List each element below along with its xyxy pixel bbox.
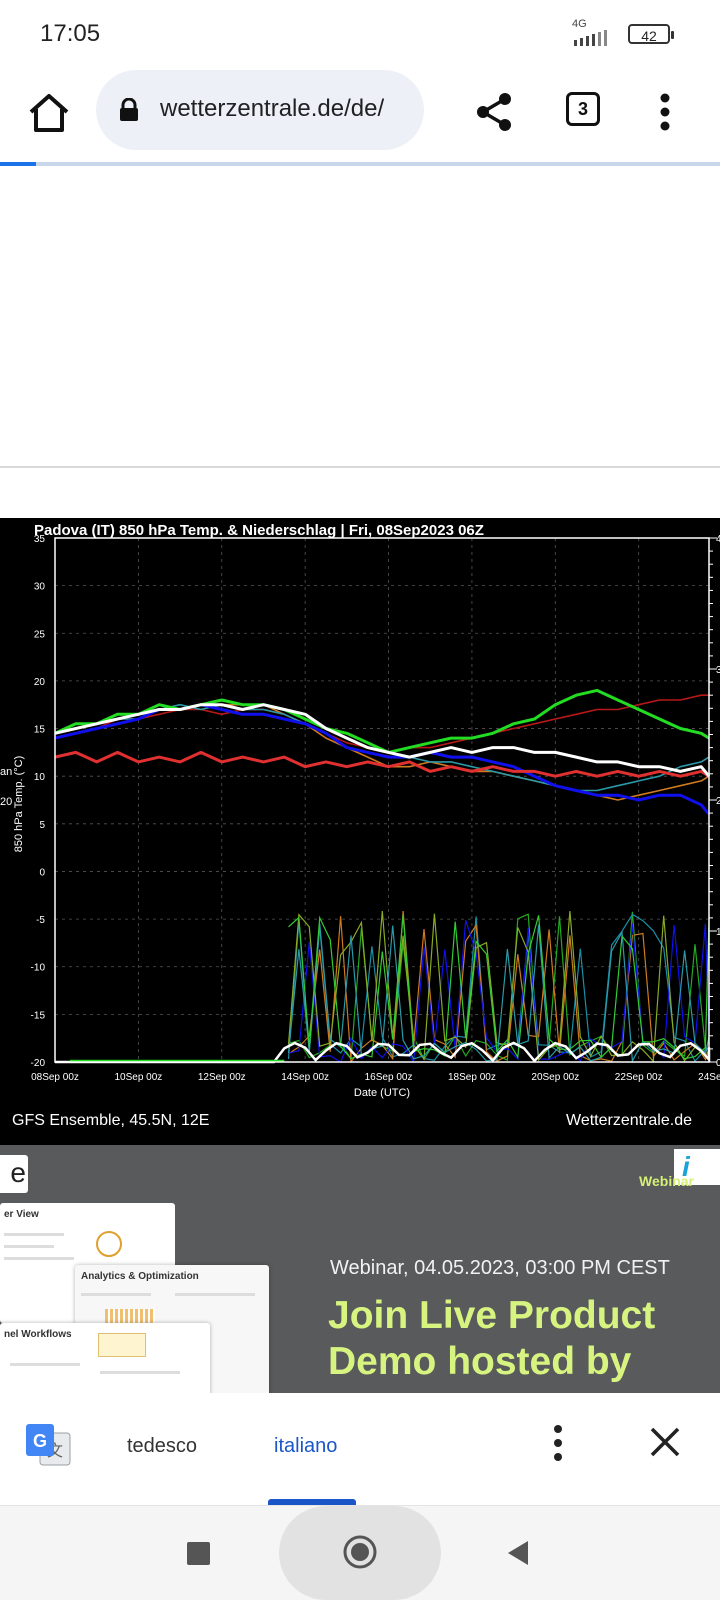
source-language-tab[interactable]: tedesco <box>127 1435 198 1457</box>
back-icon[interactable] <box>504 1538 532 1568</box>
right-axis-tick-label: 4 <box>716 534 720 545</box>
clock: 17:05 <box>40 20 101 47</box>
right-axis-tick-label: 0 <box>716 1058 720 1069</box>
page-load-progress-fill <box>0 162 36 166</box>
ad-mock-title-3: nel Workflows <box>4 1329 72 1340</box>
x-tick-label: 18Sep 00z <box>448 1072 496 1083</box>
x-tick-label: 12Sep 00z <box>198 1072 246 1083</box>
share-icon[interactable] <box>472 90 516 134</box>
battery-level: 42 <box>641 28 657 44</box>
ad-banner[interactable]: er View Analytics & Optimization nel Wor… <box>0 1145 720 1393</box>
y-axis-label: 850 hPa Temp. (°C) <box>13 756 25 853</box>
series-line <box>54 688 710 754</box>
ad-headline: Join Live Product Demo hosted by <box>328 1293 720 1385</box>
x-tick-label: 20Sep 00z <box>531 1072 579 1083</box>
y-tick-label: 20 <box>34 677 46 688</box>
x-tick-label: 08Sep 00z <box>31 1072 79 1083</box>
address-bar[interactable]: wetterzentrale.de/de/ <box>96 70 424 150</box>
right-axis-tick-label: 2 <box>716 796 720 807</box>
browser-toolbar: wetterzentrale.de/de/ 3 <box>0 70 720 160</box>
home-icon[interactable] <box>26 90 72 136</box>
network-type: 4G <box>572 18 587 30</box>
x-tick-label: 22Sep 00z <box>615 1072 663 1083</box>
y-tick-label: 25 <box>34 629 46 640</box>
y-tick-label: 10 <box>34 772 46 783</box>
left-edge-fragment-2: 20 <box>0 796 12 808</box>
series-line <box>54 750 710 778</box>
x-tick-label: 10Sep 00z <box>114 1072 162 1083</box>
status-bar: 17:05 4G 42 <box>0 0 720 70</box>
ad-screenshot-workflows: nel Workflows <box>0 1323 210 1393</box>
ad-brand-fragment: Webinar <box>639 1173 694 1189</box>
tab-count: 3 <box>577 99 588 119</box>
y-tick-label: -10 <box>31 963 46 974</box>
y-tick-label: 5 <box>39 820 45 831</box>
ad-tag-fragment: e <box>0 1155 28 1193</box>
plot-frame <box>54 537 710 1063</box>
battery-icon: 42 <box>628 24 674 44</box>
precip-series-line <box>288 914 710 1060</box>
y-tick-label: 15 <box>34 725 46 736</box>
precip-series-line <box>288 910 710 1064</box>
ad-date: Webinar, 04.05.2023, 03:00 PM CEST <box>330 1257 670 1279</box>
more-vert-icon[interactable] <box>650 90 680 134</box>
y-tick-label: -5 <box>36 915 45 926</box>
google-translate-icon[interactable]: 文 G <box>24 1423 72 1467</box>
x-tick-label: 14Sep 00z <box>281 1072 329 1083</box>
nav-home-icon[interactable] <box>342 1534 378 1570</box>
ad-mock-title-1: er View <box>4 1209 39 1220</box>
left-edge-fragment-1: an <box>0 766 12 778</box>
svg-text:G: G <box>33 1431 47 1451</box>
url-text[interactable]: wetterzentrale.de/de/ <box>160 95 385 122</box>
precip-series-line <box>287 910 710 1063</box>
chart-source-label: GFS Ensemble, 45.5N, 12E <box>12 1112 210 1129</box>
ad-headline-line-1: Join Live Product <box>328 1294 656 1337</box>
y-tick-label: 30 <box>34 582 46 593</box>
ad-mock-title-2: Analytics & Optimization <box>81 1271 199 1282</box>
y-tick-label: 0 <box>39 867 45 878</box>
signal-icon <box>574 30 607 46</box>
right-axis-tick-label: 3 <box>716 665 720 676</box>
y-tick-label: 35 <box>34 534 46 545</box>
blank-content-area <box>0 166 720 468</box>
y-tick-label: -15 <box>31 1010 46 1021</box>
right-axis-tick-label: 1 <box>716 927 720 938</box>
chart-title: Padova (IT) 850 hPa Temp. & Niederschlag… <box>34 522 484 539</box>
series-line <box>54 703 710 792</box>
divider <box>0 1505 720 1506</box>
page-load-progress <box>0 162 720 166</box>
precip-series-line <box>288 911 710 1062</box>
series-line <box>54 694 709 754</box>
recents-icon[interactable] <box>187 1542 210 1565</box>
ad-headline-line-2: Demo hosted by <box>328 1340 632 1383</box>
series-line <box>54 703 711 778</box>
close-icon[interactable] <box>648 1425 682 1459</box>
x-tick-label: 16Sep 00z <box>365 1072 413 1083</box>
y-tick-label: -20 <box>31 1058 46 1069</box>
selected-language-indicator <box>268 1499 356 1505</box>
adchoices-icon[interactable]: i <box>674 1149 720 1185</box>
translate-more-icon[interactable] <box>548 1423 568 1463</box>
target-language-tab[interactable]: italiano <box>274 1435 338 1457</box>
x-tick-label: 24Sep 00z <box>698 1072 720 1083</box>
ensemble-chart[interactable]: 35 30 25 20 15 10 5 0 -5 -10 -15 -20 4 3 2 1 0 08Sep 00z 1… <box>0 518 720 1145</box>
chart-brand-label: Wetterzentrale.de <box>566 1112 692 1129</box>
system-nav-bar <box>0 1506 720 1600</box>
lock-icon <box>120 98 138 121</box>
x-axis-label: Date (UTC) <box>354 1087 410 1099</box>
tab-switcher-button[interactable]: 3 <box>566 92 600 126</box>
translate-bar: 文 G tedesco italiano <box>0 1393 720 1505</box>
